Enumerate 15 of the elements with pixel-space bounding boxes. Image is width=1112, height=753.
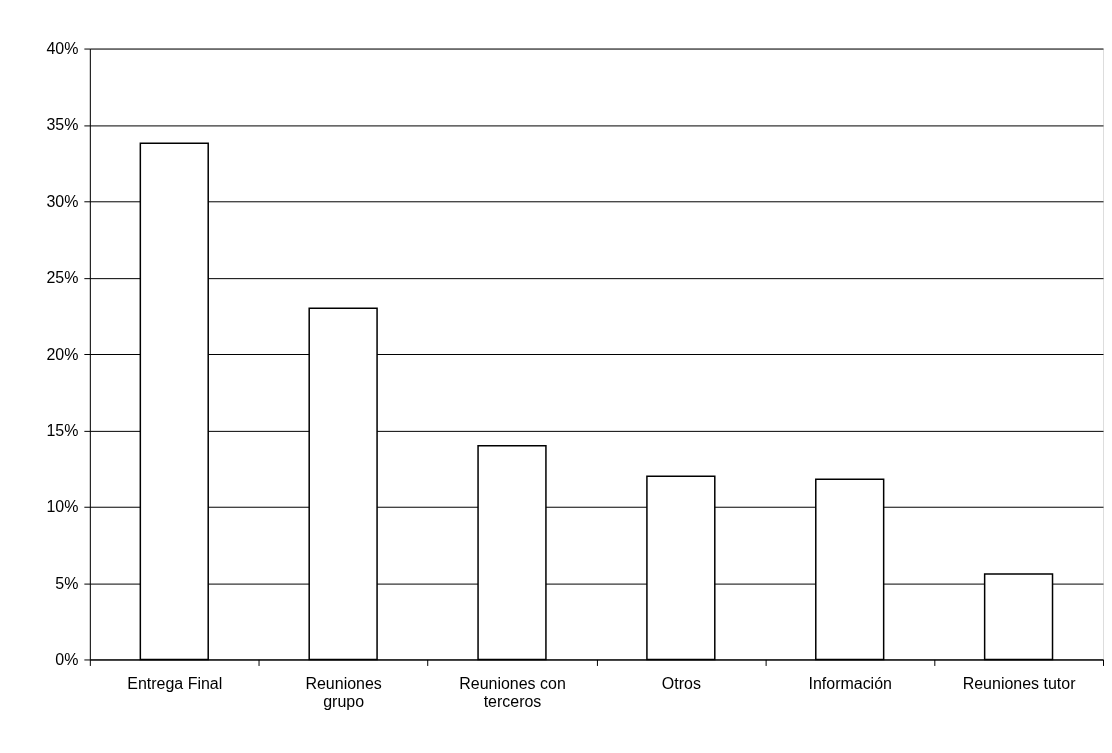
x-tick-label: Reuniones con terceros	[459, 674, 566, 710]
x-tick-label: Entrega Final	[127, 674, 223, 692]
y-tick-label: 40%	[46, 40, 79, 58]
y-tick-label: 5%	[55, 574, 79, 592]
x-tick-label: Otros	[661, 674, 701, 692]
y-tick-label: 35%	[46, 116, 79, 134]
y-tick-label: 10%	[46, 498, 79, 516]
y-tick-label: 15%	[46, 421, 79, 439]
x-tick-label: Reuniones tutor	[962, 674, 1077, 692]
y-tick-label: 0%	[55, 650, 79, 668]
y-tick-label: 20%	[46, 345, 79, 363]
x-tick-label: Información	[808, 674, 892, 692]
y-tick-label: 25%	[46, 269, 79, 287]
y-tick-label: 30%	[46, 192, 79, 210]
x-tick-label: Reuniones grupo	[305, 674, 382, 710]
